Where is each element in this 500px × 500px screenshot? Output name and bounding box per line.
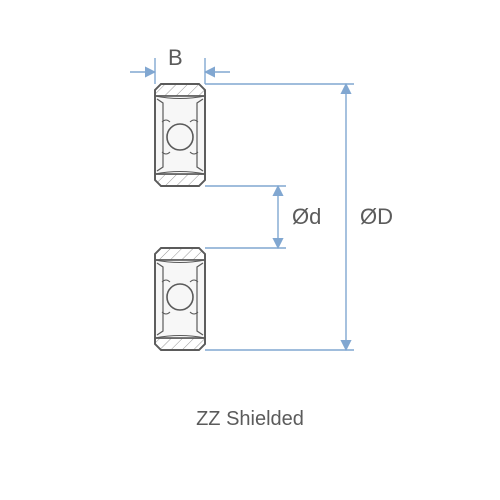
caption-text: ZZ Shielded — [0, 408, 500, 431]
label-B: B — [168, 45, 183, 70]
bearing-diagram-canvas: B Ød ØD ZZ Shielded — [0, 0, 500, 500]
label-d: Ød — [292, 204, 321, 229]
label-D: ØD — [360, 204, 393, 229]
